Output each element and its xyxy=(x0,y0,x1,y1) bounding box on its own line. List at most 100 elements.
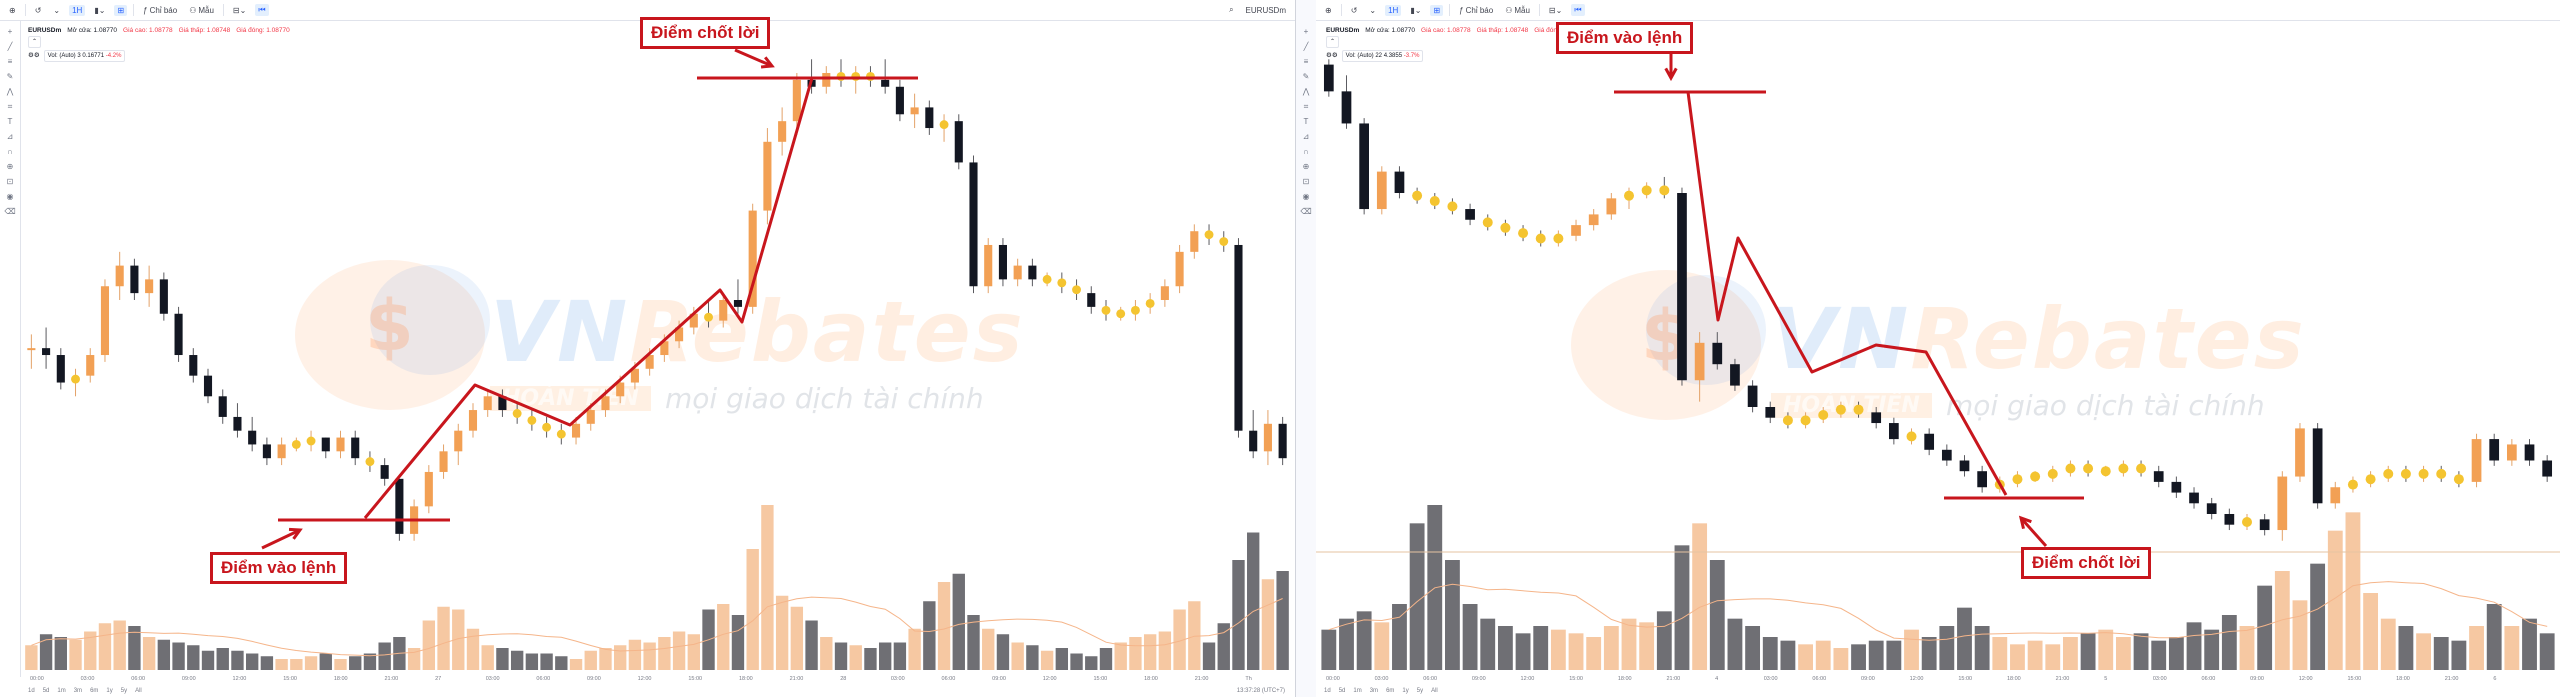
lock-icon[interactable]: ⊡ xyxy=(6,176,14,186)
trash-icon[interactable]: ⌫ xyxy=(1300,206,1312,216)
candle-body xyxy=(778,121,787,142)
range-6m[interactable]: 6m xyxy=(1386,688,1395,694)
time-label: 4 xyxy=(1715,676,1719,682)
candlestick-chart-right[interactable] xyxy=(1316,0,2560,697)
range-5d[interactable]: 5d xyxy=(42,688,50,694)
compare-icon[interactable]: ⊞ xyxy=(114,4,128,16)
range-3m[interactable]: 3m xyxy=(73,688,83,694)
settings-icon[interactable]: ⚙⚙ xyxy=(28,52,40,59)
lock-icon[interactable]: ⊡ xyxy=(1302,176,1310,186)
plus-icon[interactable]: ⊕ xyxy=(1325,5,1332,15)
magnet-icon[interactable]: ∩ xyxy=(1303,146,1309,156)
replay-icon[interactable]: ⏮ xyxy=(255,4,269,16)
candle-body xyxy=(2524,444,2535,461)
volume-legend-value: 3 xyxy=(77,53,81,59)
undo-icon[interactable]: ↺ xyxy=(1350,5,1358,15)
candlestick-chart-left[interactable] xyxy=(0,0,1295,697)
range-3m[interactable]: 3m xyxy=(1369,688,1379,694)
zoom-icon[interactable]: ⊕ xyxy=(1302,161,1310,171)
fib-icon[interactable]: ≡ xyxy=(1303,56,1309,66)
symbol-label[interactable]: EURUSDm xyxy=(1245,5,1286,15)
symbol-search-icon[interactable]: ⌕ xyxy=(1229,5,1234,14)
brush-icon[interactable]: ✎ xyxy=(6,71,14,81)
brush-icon[interactable]: ✎ xyxy=(1302,71,1310,81)
templates-button[interactable]: ⚇ Mẫu xyxy=(186,5,217,16)
candle-body xyxy=(2189,492,2199,504)
interval-button[interactable]: 1H xyxy=(1385,4,1402,16)
eye-icon[interactable]: ◉ xyxy=(6,191,14,201)
measure-icon[interactable]: ⊿ xyxy=(6,131,14,141)
candles-icon[interactable]: ▮⌄ xyxy=(1410,5,1422,15)
indicators-button[interactable]: ƒ Chỉ báo xyxy=(140,5,180,16)
text-icon[interactable]: T xyxy=(1303,116,1309,126)
forecast-icon[interactable]: ⌗ xyxy=(1303,101,1309,111)
pattern-icon[interactable]: ⋀ xyxy=(1302,86,1310,96)
range-all[interactable]: All xyxy=(1431,688,1438,694)
volume-bar xyxy=(1040,650,1054,670)
trend-line-icon[interactable]: ╱ xyxy=(1303,41,1309,51)
range-1y[interactable]: 1y xyxy=(106,688,113,694)
candle xyxy=(2224,508,2235,531)
range-1d[interactable]: 1d xyxy=(1324,688,1331,694)
time-label: 09:00 xyxy=(992,676,1006,682)
volume-bar xyxy=(231,650,244,670)
measure-icon[interactable]: ⊿ xyxy=(1302,131,1310,141)
candles-icon[interactable]: ▮⌄ xyxy=(94,5,106,15)
range-1y[interactable]: 1y xyxy=(1402,688,1409,694)
interval-button[interactable]: 1H xyxy=(69,4,86,16)
candle-body xyxy=(1765,406,1776,418)
chart-panel-right[interactable]: ⊕ ↺ ⌄ 1H ▮⌄ ⊞ ƒ Chỉ báo ⚇ Mẫu ⊟⌄ ⏮ EURUSDm… xyxy=(1316,0,2560,697)
candle xyxy=(881,59,890,94)
layout-icon[interactable]: ⊟⌄ xyxy=(232,5,247,15)
volume-bar xyxy=(1727,618,1743,670)
fib-icon[interactable]: ≡ xyxy=(7,56,13,66)
layout-icon[interactable]: ⊟⌄ xyxy=(1548,5,1563,15)
candle-body xyxy=(1429,196,1440,207)
legend-collapse-icon[interactable]: ⌃ xyxy=(28,36,42,48)
compare-icon[interactable]: ⊞ xyxy=(1430,4,1444,16)
redo-icon[interactable]: ⌄ xyxy=(1369,5,1377,15)
magnet-icon[interactable]: ∩ xyxy=(7,146,13,156)
zoom-icon[interactable]: ⊕ xyxy=(6,161,14,171)
undo-icon[interactable]: ↺ xyxy=(34,5,42,15)
volume-bar xyxy=(437,606,450,670)
candle xyxy=(748,203,757,314)
replay-icon[interactable]: ⏮ xyxy=(1571,4,1585,16)
crosshair-icon[interactable]: + xyxy=(1303,26,1309,36)
trend-line-icon[interactable]: ╱ xyxy=(7,41,13,51)
volume-bar xyxy=(334,659,347,670)
text-icon[interactable]: T xyxy=(7,116,13,126)
range-5y[interactable]: 5y xyxy=(1416,688,1424,694)
plus-icon[interactable]: ⊕ xyxy=(9,5,16,15)
range-5y[interactable]: 5y xyxy=(120,688,128,694)
range-1d[interactable]: 1d xyxy=(28,688,35,694)
legend-collapse-icon[interactable]: ⌃ xyxy=(1326,36,1340,48)
redo-icon[interactable]: ⌄ xyxy=(53,5,61,15)
trash-icon[interactable]: ⌫ xyxy=(4,206,16,216)
forecast-icon[interactable]: ⌗ xyxy=(7,101,13,111)
settings-icon[interactable]: ⚙⚙ xyxy=(1326,52,1338,59)
range-1m[interactable]: 1m xyxy=(57,688,66,694)
templates-button[interactable]: ⚇ Mẫu xyxy=(1502,5,1533,16)
candle-body xyxy=(763,141,772,211)
time-label: 00:00 xyxy=(30,676,44,682)
panel-divider[interactable]: + ╱ ≡ ✎ ⋀ ⌗ T ⊿ ∩ ⊕ ⊡ ◉ ⌫ xyxy=(1296,0,1316,697)
candle-body xyxy=(1359,123,1369,210)
candle xyxy=(306,430,316,452)
crosshair-icon[interactable]: + xyxy=(7,26,13,36)
chart-panel-left[interactable]: ⊕ ↺ ⌄ 1H ▮⌄ ⊞ ƒ Chỉ báo ⚇ Mẫu ⊟⌄ ⏮ ⌕ EURUS… xyxy=(0,0,1296,697)
candle xyxy=(336,430,345,459)
indicators-icon: ƒ xyxy=(143,5,148,15)
candle-body xyxy=(1889,423,1899,440)
eye-icon[interactable]: ◉ xyxy=(1302,191,1310,201)
arrow-head xyxy=(1664,67,1678,82)
pattern-icon[interactable]: ⋀ xyxy=(6,86,14,96)
toolbar-divider xyxy=(133,4,135,16)
range-6m[interactable]: 6m xyxy=(90,688,99,694)
indicators-icon: ƒ xyxy=(1459,5,1464,15)
range-1m[interactable]: 1m xyxy=(1353,688,1362,694)
candle xyxy=(2453,471,2464,488)
range-all[interactable]: All xyxy=(135,688,142,694)
range-5d[interactable]: 5d xyxy=(1338,688,1346,694)
indicators-button[interactable]: ƒ Chỉ báo xyxy=(1456,5,1496,16)
